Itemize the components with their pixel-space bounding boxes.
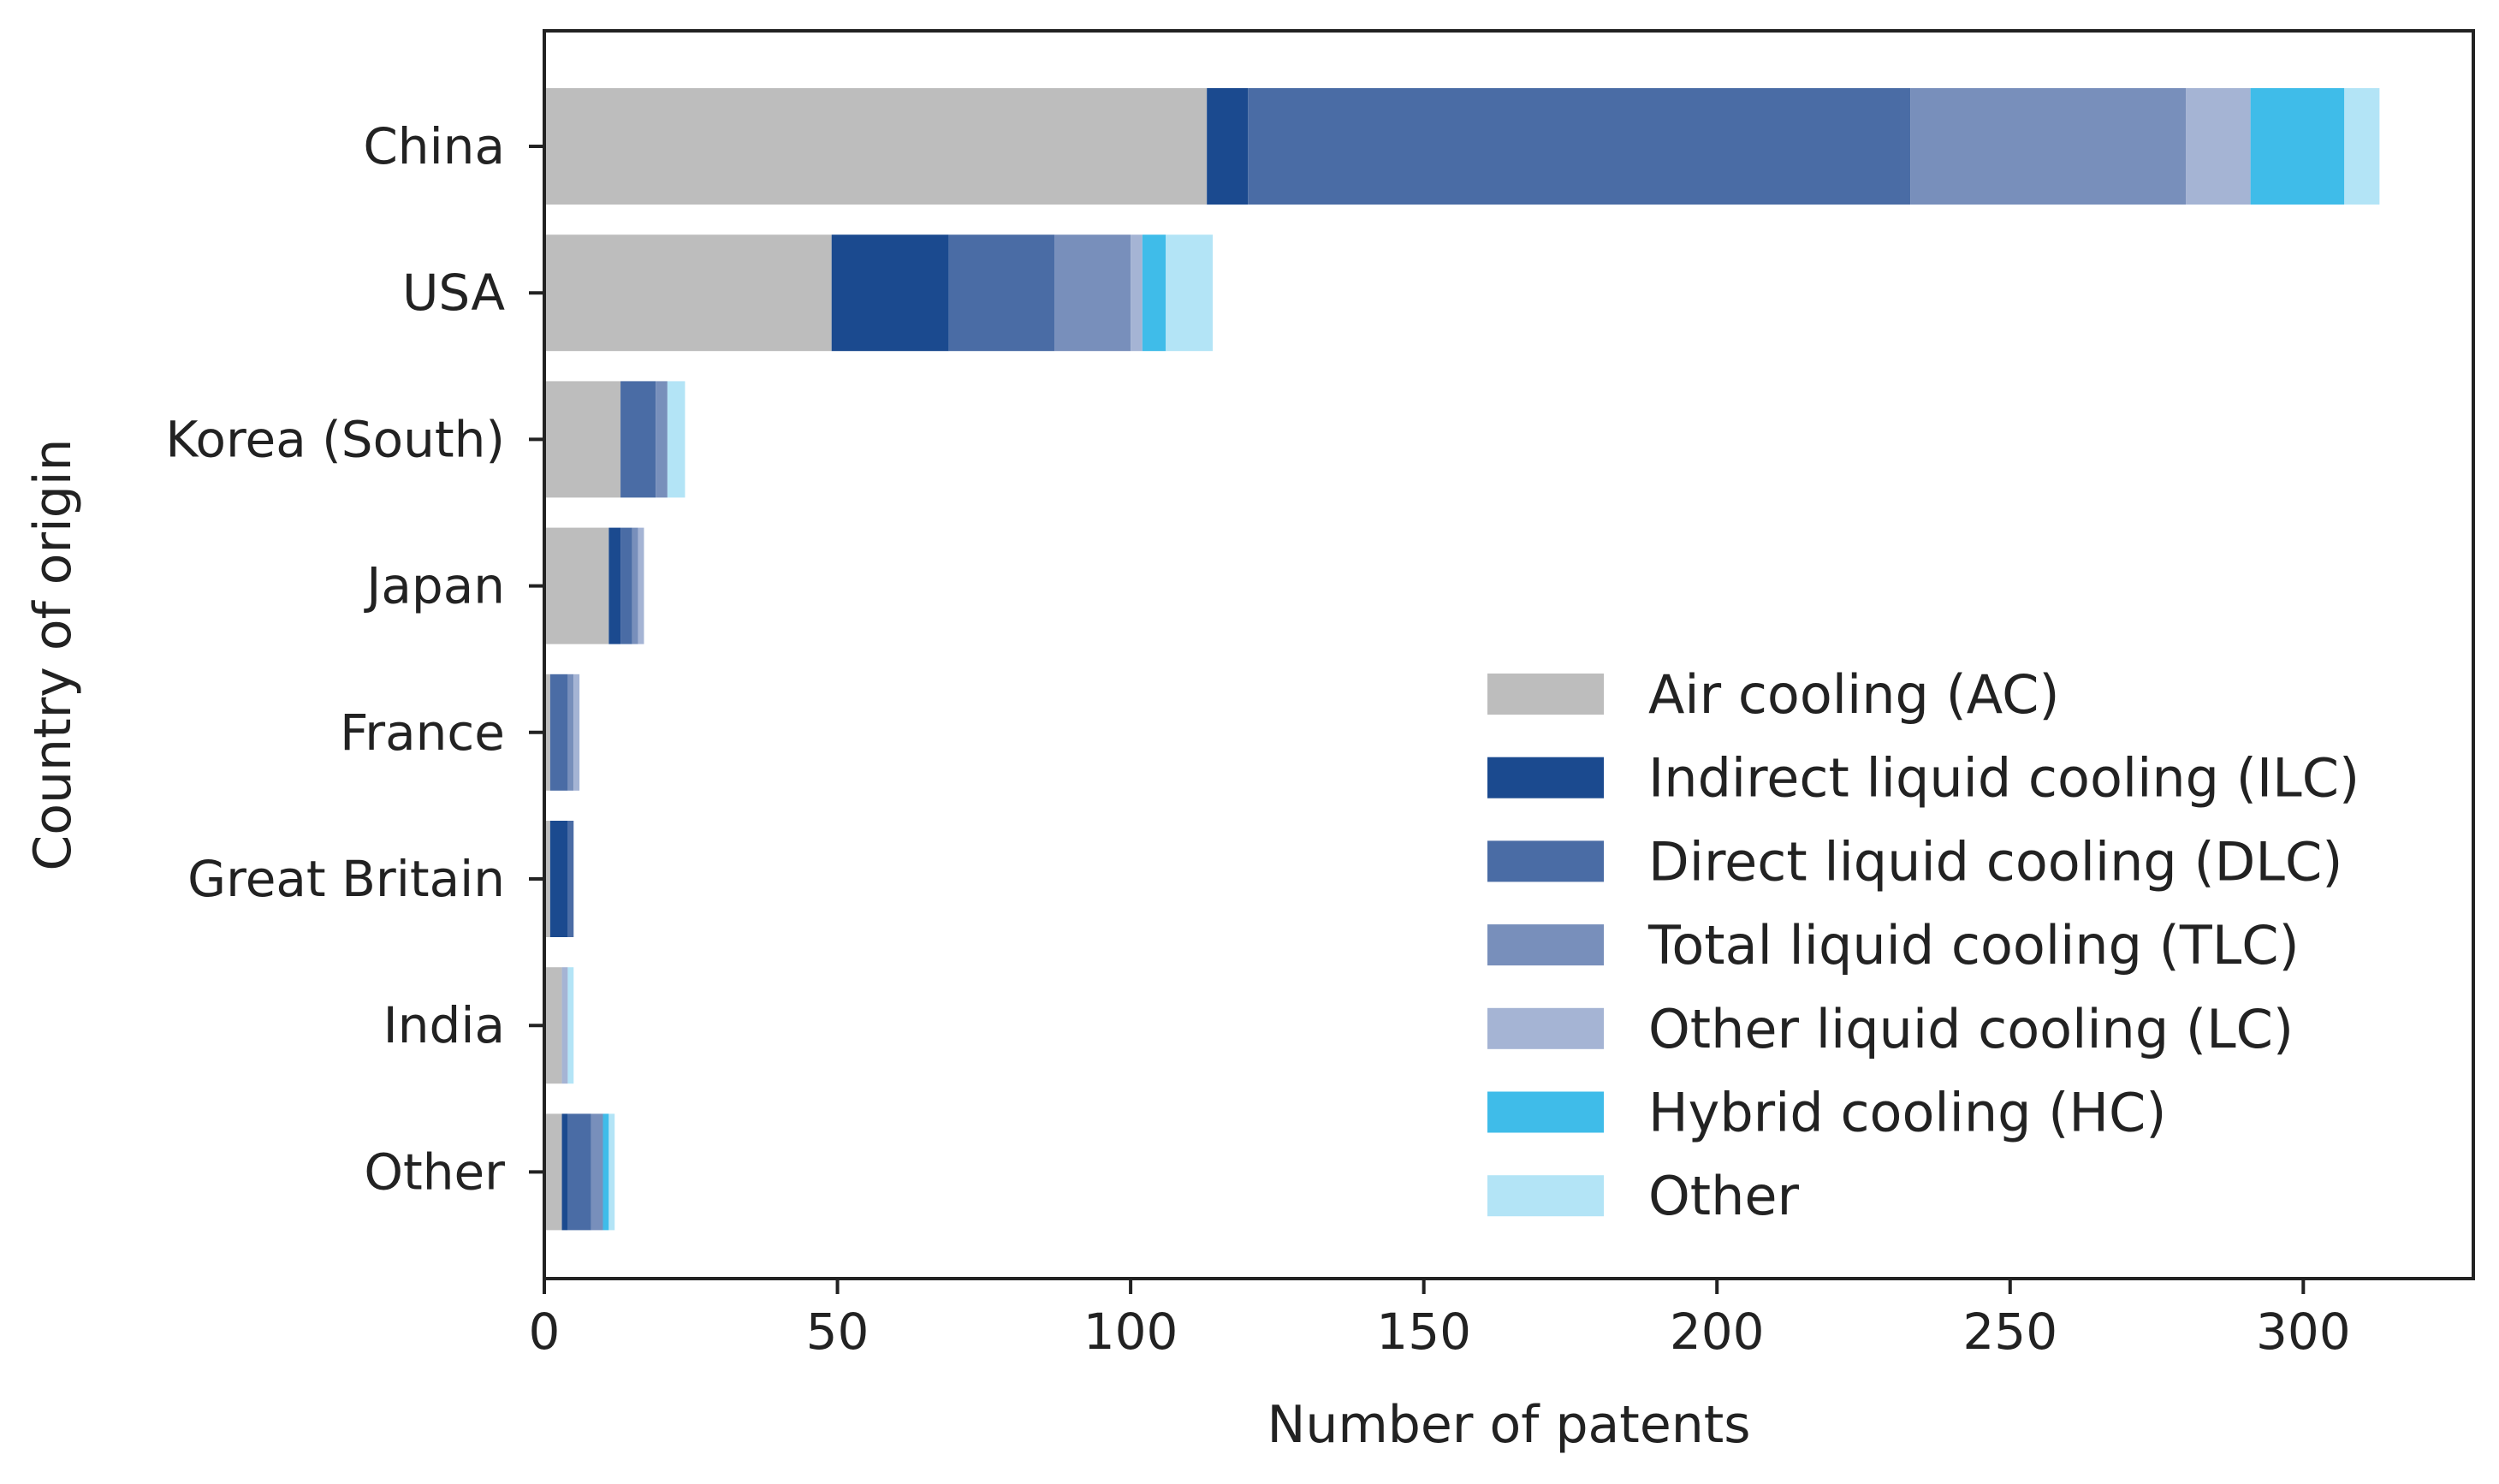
- bar-usa-indirect-liquid-cooling-ilc: [831, 234, 949, 352]
- legend-swatch-total-liquid-cooling-tlc: [1487, 924, 1604, 966]
- bar-japan-total-liquid-cooling-tlc: [632, 527, 638, 644]
- x-tick-label-250: 250: [1962, 1303, 2057, 1361]
- y-axis: China USA Korea (South) Japan France Great Br…: [165, 117, 544, 1201]
- y-tick-label-korea-south: Korea (South): [165, 410, 505, 468]
- bar-china-other-liquid-cooling-lc: [2186, 88, 2251, 205]
- x-axis: 0 50 100 150 200 250 300: [529, 1279, 2351, 1361]
- bar-great-britain-indirect-liquid-cooling-ilc: [549, 821, 568, 937]
- x-axis-title: Number of patents: [1267, 1395, 1750, 1455]
- legend-swatch-other: [1487, 1175, 1604, 1217]
- bar-japan-other-liquid-cooling-lc: [638, 527, 644, 644]
- bar-india-other-liquid-cooling-lc: [561, 967, 568, 1084]
- bar-other-indirect-liquid-cooling-ilc: [561, 1113, 568, 1231]
- legend-swatch-hybrid-cooling-hc: [1487, 1091, 1604, 1133]
- bar-great-britain-air-cooling-ac: [544, 821, 550, 937]
- legend-swatch-indirect-liquid-cooling-ilc: [1487, 757, 1604, 798]
- bar-other-other: [608, 1113, 615, 1231]
- bar-other-air-cooling-ac: [544, 1113, 562, 1231]
- bar-india-air-cooling-ac: [544, 967, 562, 1084]
- bar-japan-indirect-liquid-cooling-ilc: [608, 527, 621, 644]
- bar-usa-direct-liquid-cooling-dlc: [948, 234, 1055, 352]
- bar-usa-total-liquid-cooling-tlc: [1054, 234, 1131, 352]
- bar-korea-south-direct-liquid-cooling-dlc: [620, 381, 656, 498]
- bar-india-other: [567, 967, 574, 1084]
- bar-japan-direct-liquid-cooling-dlc: [620, 527, 632, 644]
- bar-china-total-liquid-cooling-tlc: [1910, 88, 2187, 205]
- bar-china-direct-liquid-cooling-dlc: [1248, 88, 1911, 205]
- bar-usa-hybrid-cooling-hc: [1142, 234, 1166, 352]
- bar-other-direct-liquid-cooling-dlc: [567, 1113, 591, 1231]
- x-tick-label-100: 100: [1083, 1303, 1178, 1361]
- y-tick-label-great-britain: Great Britain: [187, 850, 505, 908]
- bar-japan-air-cooling-ac: [544, 527, 609, 644]
- legend-swatch-air-cooling-ac: [1487, 674, 1604, 715]
- plot-frame: [543, 29, 2475, 1280]
- legend-swatch-direct-liquid-cooling-dlc: [1487, 840, 1604, 882]
- y-tick-label-usa: USA: [402, 264, 505, 322]
- legend-label-total-liquid-cooling-tlc: Total liquid cooling (TLC): [1647, 914, 2300, 976]
- bar-korea-south-other: [667, 381, 686, 498]
- bar-china-other: [2344, 88, 2380, 205]
- legend-swatch-other-liquid-cooling-lc: [1487, 1007, 1604, 1049]
- legend-label-direct-liquid-cooling-dlc: Direct liquid cooling (DLC): [1648, 830, 2342, 893]
- x-tick-label-150: 150: [1376, 1303, 1471, 1361]
- bar-great-britain-direct-liquid-cooling-dlc: [567, 821, 574, 937]
- y-axis-title: Country of origin: [23, 438, 83, 870]
- bar-korea-south-total-liquid-cooling-tlc: [656, 381, 668, 498]
- bar-china-hybrid-cooling-hc: [2250, 88, 2345, 205]
- bar-korea-south-air-cooling-ac: [544, 381, 621, 498]
- bar-usa-other-liquid-cooling-lc: [1131, 234, 1143, 352]
- bar-usa-other: [1166, 234, 1214, 352]
- legend-label-air-cooling-ac: Air cooling (AC): [1648, 663, 2060, 726]
- y-tick-label-china: China: [363, 117, 505, 175]
- bar-china-indirect-liquid-cooling-ilc: [1207, 88, 1249, 205]
- legend-label-other: Other: [1648, 1165, 1800, 1227]
- y-tick-label-france: France: [340, 703, 505, 762]
- bar-france-air-cooling-ac: [544, 674, 550, 791]
- bar-usa-air-cooling-ac: [544, 234, 832, 352]
- bar-other-hybrid-cooling-hc: [602, 1113, 609, 1231]
- x-tick-label-300: 300: [2256, 1303, 2351, 1361]
- legend-label-hybrid-cooling-hc: Hybrid cooling (HC): [1648, 1082, 2167, 1144]
- bar-france-direct-liquid-cooling-dlc: [549, 674, 568, 791]
- legend: Air cooling (AC) Indirect liquid cooling …: [1487, 663, 2360, 1227]
- legend-label-indirect-liquid-cooling-ilc: Indirect liquid cooling (ILC): [1648, 747, 2360, 810]
- x-tick-label-200: 200: [1670, 1303, 1765, 1361]
- y-tick-label-other: Other: [364, 1143, 505, 1201]
- bar-france-other-liquid-cooling-lc: [573, 674, 580, 791]
- x-tick-label-0: 0: [529, 1303, 561, 1361]
- bars-layer: [544, 88, 2380, 1231]
- y-tick-label-japan: Japan: [364, 557, 505, 615]
- y-tick-label-india: India: [383, 996, 505, 1054]
- bar-china-air-cooling-ac: [544, 88, 1208, 205]
- legend-label-other-liquid-cooling-lc: Other liquid cooling (LC): [1648, 998, 2294, 1060]
- bar-other-total-liquid-cooling-tlc: [591, 1113, 603, 1231]
- x-tick-label-50: 50: [806, 1303, 870, 1361]
- bar-france-total-liquid-cooling-tlc: [567, 674, 574, 791]
